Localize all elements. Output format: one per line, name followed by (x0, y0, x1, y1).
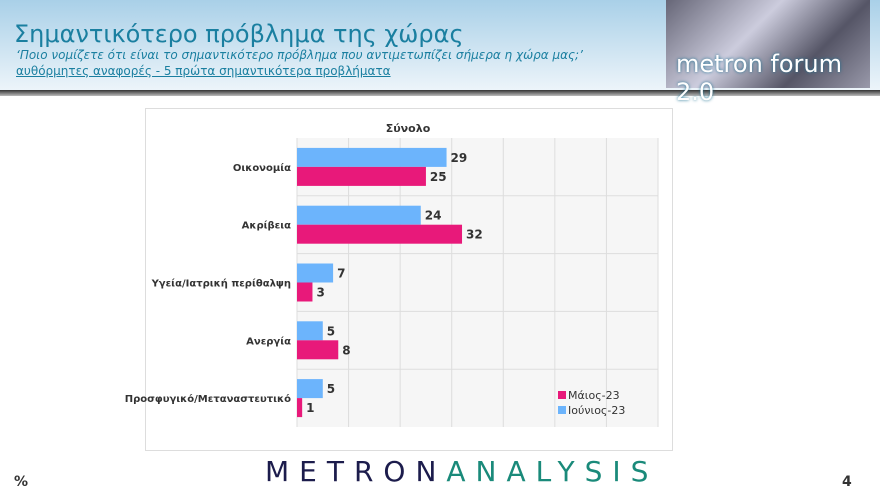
category-label: Προσφυγικό/Μεταναστευτικό (125, 393, 291, 405)
data-label: 8 (342, 343, 350, 357)
data-label: 32 (466, 228, 483, 242)
header-divider (0, 90, 880, 96)
data-label: 5 (327, 324, 335, 338)
data-label: 3 (316, 286, 324, 300)
brand-b: ANALYSIS (446, 455, 659, 488)
bar (297, 263, 334, 283)
data-label: 29 (451, 151, 468, 165)
bar (297, 147, 447, 167)
legend-swatch (558, 406, 566, 414)
metron-forum-logo: metron forum 2.0 (666, 0, 870, 106)
note-text: αυθόρμητες αναφορές - 5 πρώτα σημαντικότ… (16, 64, 391, 78)
metron-analysis-logo: METRONANALYSIS (265, 455, 658, 488)
category-label: Ανεργία (246, 335, 291, 347)
legend-label: Ιούνιος-23 (568, 404, 625, 417)
bar (297, 205, 421, 225)
unit-label: % (14, 474, 29, 490)
data-label: 25 (430, 170, 447, 184)
data-label: 7 (337, 267, 345, 281)
bar (297, 282, 313, 302)
category-label: Υγεία/Ιατρική περίθαλψη (151, 278, 291, 290)
page-title: Σημαντικότερο πρόβλημα της χώρας (14, 20, 464, 48)
legend-label: Μάιος-23 (568, 389, 620, 402)
page-number: 4 (842, 474, 852, 490)
chart-frame (145, 108, 673, 451)
bar (297, 166, 426, 186)
bar (297, 379, 323, 399)
brand-a: METRON (265, 455, 447, 488)
bar (297, 321, 323, 341)
plot-area (297, 138, 658, 427)
legend-swatch (558, 391, 566, 399)
bar (297, 398, 303, 418)
data-label: 24 (425, 209, 442, 223)
logo-text: metron forum 2.0 (676, 50, 843, 106)
bar (297, 340, 339, 360)
category-label: Ακρίβεια (242, 220, 292, 232)
question-text: ‘Ποιο νομίζετε ότι είναι το σημαντικότερ… (16, 48, 583, 62)
bar (297, 224, 463, 244)
chart-title: Σύνολο (386, 122, 431, 135)
category-label: Οικονομία (233, 162, 291, 174)
data-label: 5 (327, 382, 335, 396)
data-label: 1 (306, 401, 314, 415)
